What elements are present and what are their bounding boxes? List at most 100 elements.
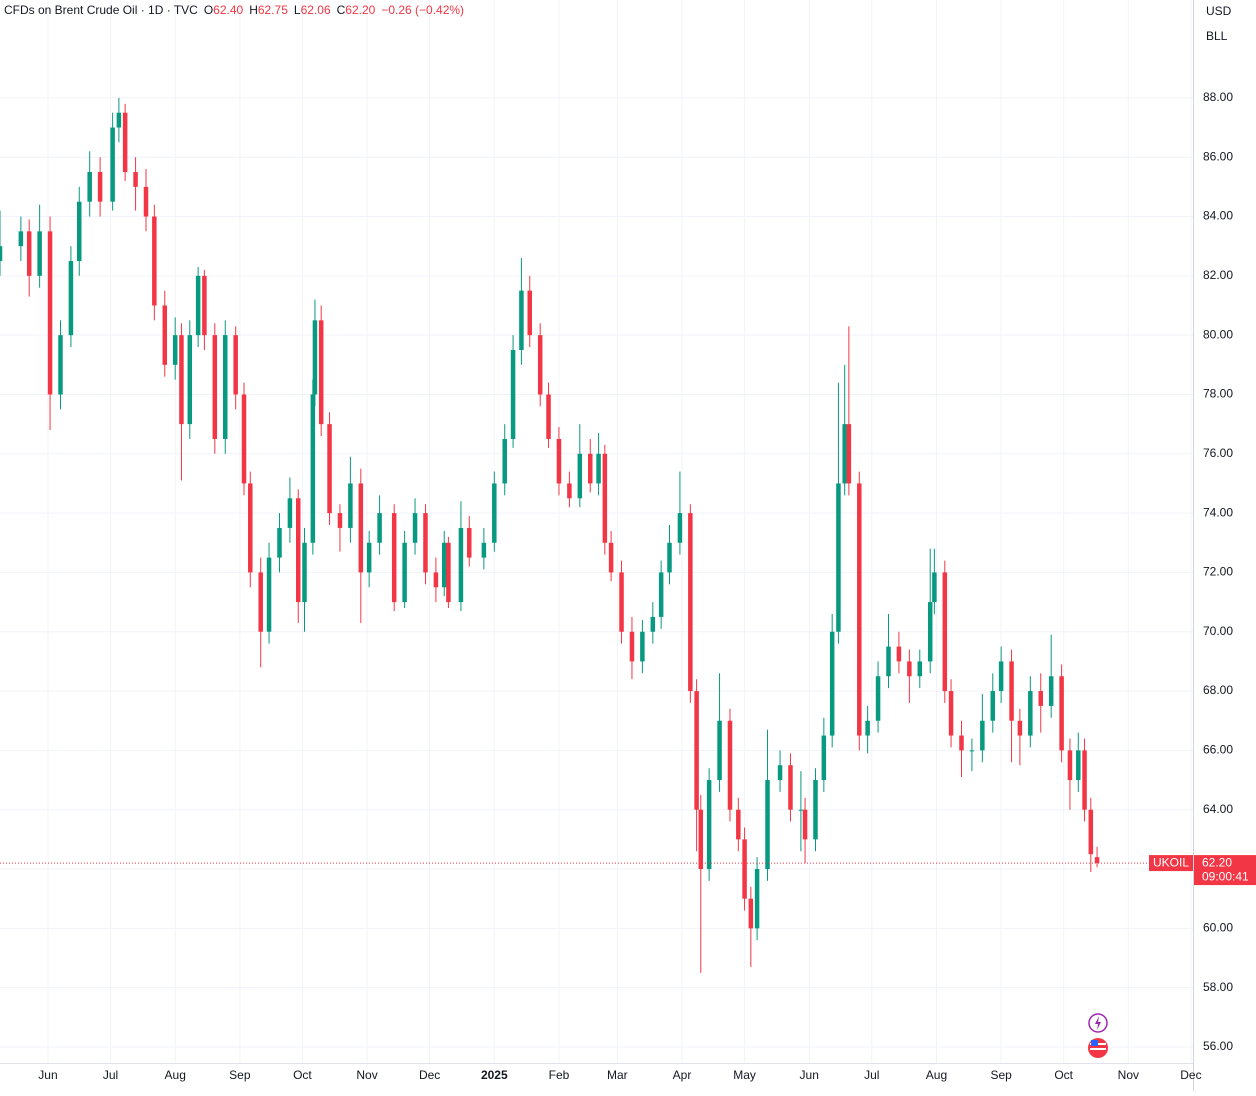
candle — [481, 527, 487, 570]
candle-body — [842, 424, 847, 484]
candle — [1017, 708, 1023, 766]
events-icon[interactable] — [1088, 1013, 1108, 1033]
candle — [1009, 649, 1014, 763]
candle — [310, 379, 316, 555]
candle-body — [318, 320, 324, 425]
candle-body — [312, 320, 318, 395]
candle — [969, 738, 975, 772]
candle — [212, 323, 218, 454]
candle-body — [546, 394, 551, 439]
candle — [907, 649, 912, 703]
candle — [233, 326, 238, 410]
candle — [377, 495, 382, 555]
candle-body — [77, 201, 82, 262]
candle — [998, 646, 1004, 703]
ohlc-key: H — [249, 3, 258, 17]
candle — [1048, 634, 1054, 718]
candle — [179, 323, 184, 481]
candle — [519, 258, 524, 365]
candle-body — [969, 750, 975, 752]
y-tick-label: 88.00 — [1203, 90, 1233, 104]
candle-body — [327, 424, 332, 514]
x-tick-label: Sep — [990, 1068, 1012, 1082]
candle — [754, 857, 760, 941]
candle-body — [658, 572, 664, 617]
candle-body — [172, 335, 178, 365]
candle — [865, 705, 870, 754]
candle — [97, 157, 103, 217]
candle-body — [537, 335, 543, 395]
candle-body — [640, 631, 645, 662]
candle — [502, 424, 507, 496]
candle-body — [857, 483, 862, 736]
candle-body — [310, 394, 316, 543]
candle-body — [241, 394, 247, 484]
candle — [857, 471, 862, 751]
candle-body — [441, 542, 447, 588]
candle — [688, 504, 693, 703]
ohlc-value: 62.75 — [258, 3, 288, 17]
us-flag-icon[interactable] — [1088, 1038, 1108, 1058]
candle — [258, 557, 263, 668]
candle — [510, 335, 516, 448]
candle-body — [1009, 661, 1014, 721]
candle — [836, 382, 841, 644]
candle — [492, 471, 497, 552]
candle-body — [836, 483, 841, 632]
candle-body — [423, 513, 428, 573]
candle-body — [980, 720, 985, 751]
candle-body — [688, 513, 693, 692]
change: −0.26 (−0.42%) — [381, 3, 464, 17]
candle — [423, 504, 428, 585]
candle-body — [122, 112, 128, 173]
y-tick-label: 78.00 — [1203, 387, 1233, 401]
candle-body — [948, 691, 954, 736]
y-tick-label: 64.00 — [1203, 802, 1233, 816]
candle-body — [467, 527, 472, 558]
candle — [162, 290, 168, 377]
candle — [327, 412, 332, 525]
y-tick-label: 76.00 — [1203, 446, 1233, 460]
candle-body — [258, 572, 263, 632]
candle-body — [865, 720, 870, 736]
candle — [143, 169, 149, 232]
candle-body — [1028, 691, 1033, 736]
candle — [587, 438, 593, 493]
candle — [650, 602, 656, 644]
candle — [932, 548, 937, 614]
candle-body — [587, 453, 593, 484]
candle — [296, 489, 301, 623]
candle-body — [667, 542, 672, 573]
candle — [556, 427, 562, 496]
unit[interactable]: BLL — [1206, 29, 1228, 43]
candle — [742, 827, 747, 911]
x-tick-label: Nov — [356, 1068, 377, 1082]
y-tick-label: 74.00 — [1203, 505, 1233, 519]
candle-body — [777, 765, 783, 781]
candle-body — [821, 735, 827, 781]
candle-body — [348, 483, 353, 528]
axes: 56.0058.0060.0062.0064.0066.0068.0070.00… — [38, 90, 1233, 1082]
candle — [116, 97, 122, 143]
candle — [110, 112, 115, 211]
candle — [26, 219, 32, 297]
candle — [441, 530, 447, 597]
candle — [798, 771, 804, 852]
candle — [202, 269, 207, 350]
candle-body — [754, 869, 760, 929]
candle-body — [68, 261, 74, 336]
candle — [788, 753, 793, 822]
candle — [241, 382, 247, 496]
currency-box[interactable] — [1199, 0, 1243, 22]
candle-body — [596, 453, 601, 484]
candle — [802, 797, 808, 864]
candle-body — [927, 602, 933, 662]
currency[interactable]: USD — [1206, 4, 1232, 18]
x-tick-label: Jul — [864, 1068, 879, 1082]
candle — [277, 513, 282, 573]
candle-body — [358, 483, 364, 573]
candle — [391, 504, 397, 611]
x-tick-label: Sep — [229, 1068, 251, 1082]
y-tick-label: 70.00 — [1203, 624, 1233, 638]
candle — [37, 204, 42, 288]
